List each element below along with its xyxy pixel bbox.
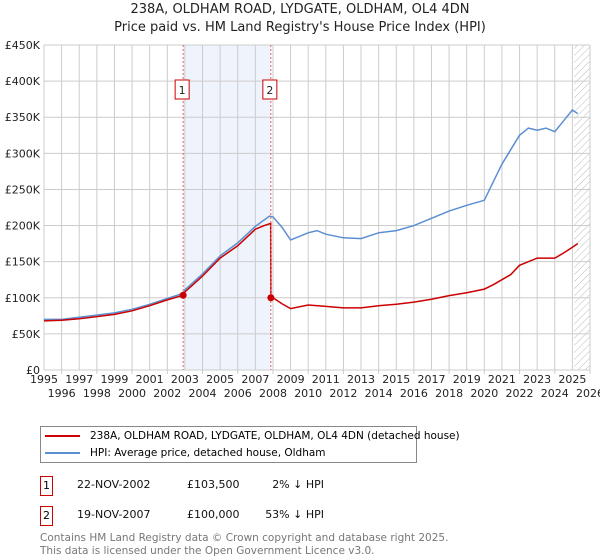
x-tick-label: 2009 (277, 373, 305, 386)
x-tick-label: 2000 (118, 387, 146, 400)
x-tick-label: 2005 (206, 373, 234, 386)
x-tick-label: 2024 (541, 387, 569, 400)
price-paid-line (43, 222, 579, 322)
chart-title: 238A, OLDHAM ROAD, LYDGATE, OLDHAM, OL4 … (130, 2, 470, 17)
sale-point (267, 294, 275, 302)
x-tick-label: 1995 (30, 373, 58, 386)
y-tick-label: £450K (5, 39, 41, 52)
x-tick-label: 2025 (558, 373, 586, 386)
x-tick-label: 2021 (488, 373, 516, 386)
x-tick-label: 2011 (312, 373, 340, 386)
y-tick-label: £0 (26, 364, 40, 377)
x-tick-label: 1999 (100, 373, 128, 386)
x-tick-label: 2020 (470, 387, 498, 400)
x-tick-label: 2010 (294, 387, 322, 400)
chart-subtitle: Price paid vs. HM Land Registry's House … (114, 20, 486, 35)
x-tick-label: 2004 (189, 387, 217, 400)
sale-point (179, 291, 187, 299)
x-tick-label: 1996 (48, 387, 76, 400)
x-tick-label: 2006 (224, 387, 252, 400)
x-tick-label: 2001 (136, 373, 164, 386)
y-tick-label: £250K (5, 183, 41, 196)
legend-item-hpi: HPI: Average price, detached house, Oldh… (45, 445, 326, 461)
forecast-hatch (574, 45, 590, 370)
x-tick-label: 2002 (153, 387, 181, 400)
x-tick-label: 2007 (241, 373, 269, 386)
x-tick-label: 2013 (347, 373, 375, 386)
y-tick-label: £50K (12, 328, 41, 341)
x-tick-label: 2012 (329, 387, 357, 400)
y-tick-label: £200K (5, 220, 41, 233)
y-tick-label: £350K (5, 111, 41, 124)
y-tick-label: £100K (5, 292, 41, 305)
sale-badge-label: 2 (266, 84, 273, 97)
legend-swatch-red (45, 435, 80, 437)
transaction-badge: 1 (40, 476, 53, 496)
transaction-price: £103,500 (187, 478, 240, 491)
transaction-hpi: 53% ↓ HPI (265, 508, 324, 521)
x-tick-label: 2026 (576, 387, 600, 400)
x-tick-label: 1998 (83, 387, 111, 400)
x-tick-label: 2023 (523, 373, 551, 386)
sale-badge (262, 79, 278, 100)
x-tick-label: 2003 (171, 373, 199, 386)
x-tick-label: 2017 (417, 373, 445, 386)
footer-copyright: Contains HM Land Registry data © Crown c… (40, 532, 449, 544)
shaded-period (183, 45, 271, 370)
legend-item-property: 238A, OLDHAM ROAD, LYDGATE, OLDHAM, OL4 … (45, 428, 460, 444)
sale-badge (174, 79, 190, 100)
x-tick-label: 2016 (400, 387, 428, 400)
x-tick-label: 2022 (506, 387, 534, 400)
y-tick-label: £150K (5, 256, 41, 269)
x-tick-label: 2015 (382, 373, 410, 386)
transaction-date: 19-NOV-2007 (77, 508, 151, 521)
x-tick-label: 2018 (435, 387, 463, 400)
hpi-line (44, 108, 579, 321)
footer-licence: This data is licensed under the Open Gov… (40, 545, 375, 557)
sale-badge-label: 1 (179, 84, 186, 97)
x-tick-label: 2019 (453, 373, 481, 386)
y-tick-label: £400K (5, 75, 41, 88)
transaction-date: 22-NOV-2002 (77, 478, 151, 491)
transaction-badge: 2 (40, 506, 53, 526)
x-tick-label: 2008 (259, 387, 287, 400)
x-tick-label: 2014 (365, 387, 393, 400)
legend: 238A, OLDHAM ROAD, LYDGATE, OLDHAM, OL4 … (40, 426, 460, 463)
legend-swatch-blue (45, 452, 80, 454)
legend-label: 238A, OLDHAM ROAD, LYDGATE, OLDHAM, OL4 … (90, 430, 460, 442)
legend-label: HPI: Average price, detached house, Oldh… (90, 447, 326, 459)
x-tick-label: 1997 (65, 373, 93, 386)
y-tick-label: £300K (5, 147, 41, 160)
chart-plot: 1995199619971998199920002001200220032004… (5, 39, 600, 400)
transaction-price: £100,000 (187, 508, 240, 521)
transaction-hpi: 2% ↓ HPI (272, 478, 324, 491)
